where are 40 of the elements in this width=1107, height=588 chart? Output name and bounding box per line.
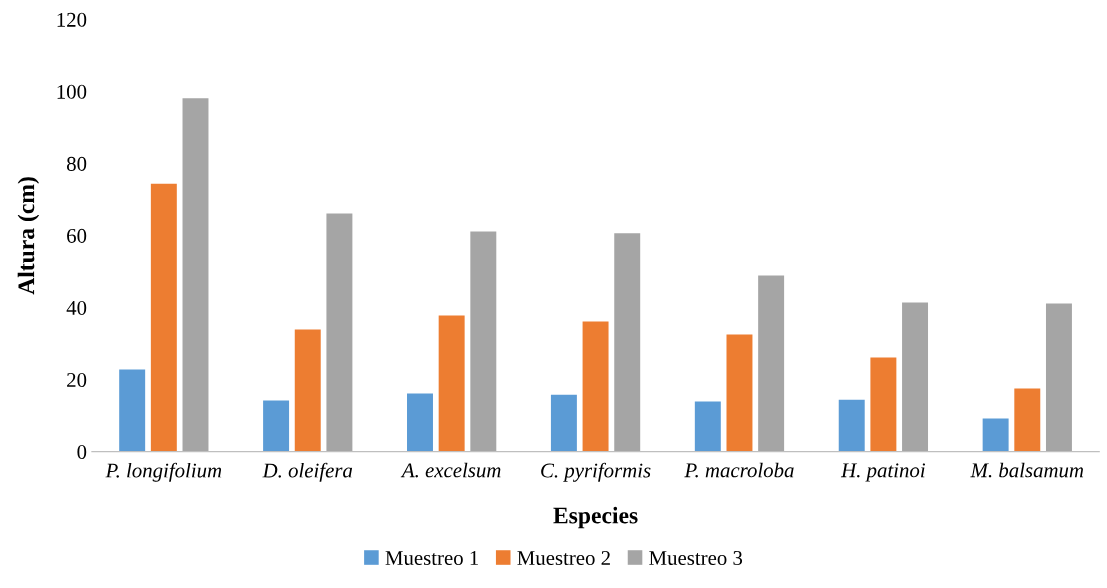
- y-tick-label: 20: [67, 372, 87, 387]
- y-tick-label: 40: [66, 300, 87, 315]
- legend-label: Muestreo 2: [517, 551, 610, 566]
- bar: [326, 213, 353, 452]
- x-tick-label: D. oleifera: [262, 462, 353, 482]
- bar: [294, 329, 321, 452]
- bar: [982, 418, 1009, 452]
- y-tick-label: 120: [57, 12, 87, 27]
- bar: [726, 334, 753, 452]
- bar: [902, 302, 929, 452]
- bar: [438, 315, 465, 452]
- y-tick-label: 60: [67, 228, 87, 243]
- x-tick-label: M. balsamum: [970, 462, 1084, 478]
- bar: [1045, 303, 1072, 452]
- x-tick-label: A. excelsum: [400, 462, 501, 478]
- bar: [470, 231, 497, 452]
- y-tick-label: 0: [77, 444, 87, 460]
- x-tick-label: P. macroloba: [684, 462, 794, 478]
- x-tick-label: C. pyriformis: [541, 462, 651, 482]
- bar: [119, 369, 146, 452]
- bar: [550, 394, 577, 452]
- y-axis-title: Altura (cm): [17, 177, 40, 295]
- bar: [1014, 388, 1041, 452]
- bar: [407, 393, 433, 452]
- bar: [870, 357, 897, 452]
- bar: [182, 98, 209, 452]
- y-tick-label: 100: [57, 84, 87, 99]
- y-tick-label: 80: [66, 156, 87, 171]
- bar: [582, 321, 609, 452]
- x-tick-label: H. patinoi: [840, 463, 925, 482]
- legend-label: Muestreo 1: [385, 551, 479, 566]
- bar: [838, 399, 865, 452]
- bar: [263, 400, 290, 452]
- bar: [150, 183, 177, 452]
- x-axis-title: Especies: [553, 506, 638, 529]
- x-tick-label: P. longifolium: [105, 462, 222, 482]
- bar: [694, 401, 721, 452]
- legend-label: Muestreo 3: [649, 551, 743, 566]
- bar: [614, 233, 641, 452]
- bar: [758, 275, 785, 452]
